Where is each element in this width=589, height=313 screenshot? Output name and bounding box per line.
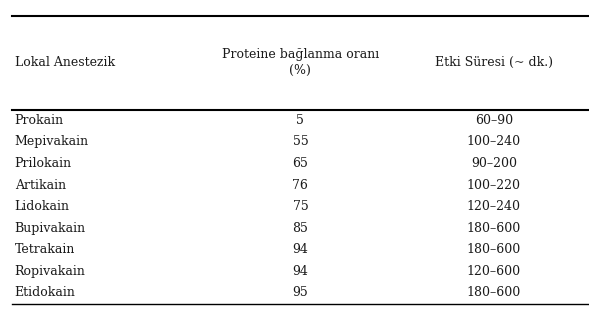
Text: 100–240: 100–240 xyxy=(466,136,521,148)
Text: Tetrakain: Tetrakain xyxy=(15,243,75,256)
Text: 95: 95 xyxy=(293,286,308,299)
Text: 120–240: 120–240 xyxy=(466,200,521,213)
Text: Proteine bağlanma oranı
(%): Proteine bağlanma oranı (%) xyxy=(222,48,379,77)
Text: 75: 75 xyxy=(293,200,308,213)
Text: Lidokain: Lidokain xyxy=(15,200,70,213)
Text: 180–600: 180–600 xyxy=(466,286,521,299)
Text: Etki Süresi (~ dk.): Etki Süresi (~ dk.) xyxy=(435,56,552,69)
Text: 85: 85 xyxy=(293,222,308,235)
Text: 5: 5 xyxy=(296,114,305,127)
Text: 180–600: 180–600 xyxy=(466,222,521,235)
Text: 120–600: 120–600 xyxy=(466,265,521,278)
Text: 76: 76 xyxy=(293,178,308,192)
Text: 94: 94 xyxy=(293,243,308,256)
Text: 90–200: 90–200 xyxy=(471,157,517,170)
Text: Lokal Anestezik: Lokal Anestezik xyxy=(15,56,115,69)
Text: 100–220: 100–220 xyxy=(466,178,521,192)
Text: Prilokain: Prilokain xyxy=(15,157,72,170)
Text: 65: 65 xyxy=(293,157,308,170)
Text: 180–600: 180–600 xyxy=(466,243,521,256)
Text: 94: 94 xyxy=(293,265,308,278)
Text: Bupivakain: Bupivakain xyxy=(15,222,86,235)
Text: 60–90: 60–90 xyxy=(475,114,513,127)
Text: Ropivakain: Ropivakain xyxy=(15,265,85,278)
Text: Mepivakain: Mepivakain xyxy=(15,136,89,148)
Text: 55: 55 xyxy=(293,136,308,148)
Text: Etidokain: Etidokain xyxy=(15,286,75,299)
Text: Prokain: Prokain xyxy=(15,114,64,127)
Text: Artikain: Artikain xyxy=(15,178,66,192)
